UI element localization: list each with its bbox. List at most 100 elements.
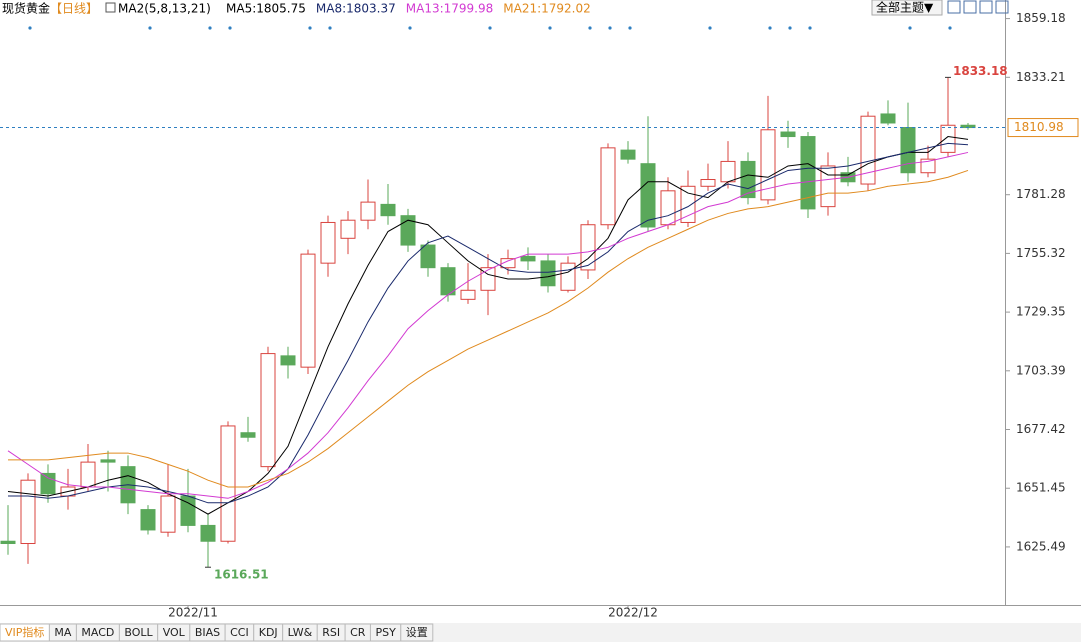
candle-body <box>880 113 896 124</box>
tabs: VIP指标 MA MACD BOLL VOL BIAS CCI KDJ LW& RSI CR PSY 设… <box>0 623 434 642</box>
event-marker <box>208 26 212 30</box>
event-marker <box>908 26 912 30</box>
y-tick-label: 1781.28 <box>1016 187 1066 201</box>
legend-name: MA21: <box>503 2 541 16</box>
legend-value: 1799.98 <box>444 2 494 16</box>
candle-body <box>580 224 596 271</box>
tab-label[interactable]: MA <box>54 626 71 639</box>
current-price-box <box>1007 118 1079 138</box>
candle-body <box>500 258 516 269</box>
event-marker <box>28 26 32 30</box>
indicator-name: MA2(5,8,13,21) <box>118 2 211 16</box>
next-icon[interactable] <box>995 0 1009 14</box>
x-tick-label: 2022/11 <box>168 606 218 620</box>
candle-body <box>480 267 496 291</box>
event-marker <box>548 26 552 30</box>
tab-label[interactable]: BIAS <box>195 626 220 639</box>
event-marker <box>608 26 612 30</box>
candle-body <box>640 163 656 228</box>
tab-label[interactable]: 设置 <box>406 626 428 639</box>
event-marker <box>328 26 332 30</box>
candle-body <box>0 540 16 545</box>
candle-body <box>860 115 876 185</box>
theme-button-label[interactable]: 全部主题▼ <box>876 0 934 15</box>
candle-body <box>420 244 436 269</box>
legend-value: 1792.02 <box>541 2 591 16</box>
candle-body <box>680 185 696 223</box>
current-price-label: 1810.98 <box>1014 120 1064 134</box>
tab-label[interactable]: MACD <box>81 626 114 639</box>
y-tick-label: 1677.42 <box>1016 422 1066 436</box>
event-marker <box>148 26 152 30</box>
candle-body <box>700 179 716 187</box>
candle-body <box>280 355 296 366</box>
legend: MA5: 1805.75 MA8: 1803.37 MA13: 1799.98 MA21: 1… <box>226 2 591 16</box>
candle-body <box>780 131 796 138</box>
candle-body <box>260 353 276 468</box>
low-annotation: 1616.51 <box>214 568 269 582</box>
candle-body <box>380 203 396 217</box>
candle-body <box>200 524 216 542</box>
tab-label[interactable]: CR <box>350 626 366 639</box>
tab-label[interactable]: PSY <box>375 626 396 639</box>
candle-body <box>440 267 456 296</box>
high-annotation: 1833.18 <box>953 64 1008 78</box>
candle-body <box>80 461 96 488</box>
event-marker <box>488 26 492 30</box>
prev-icon[interactable] <box>979 0 993 14</box>
candle-body <box>740 160 756 199</box>
toolbar-icons <box>947 0 1009 14</box>
legend-name: MA5: <box>226 2 256 16</box>
tab-label[interactable]: KDJ <box>259 626 278 639</box>
candle-body <box>920 158 936 174</box>
tab-label[interactable]: BOLL <box>124 626 153 639</box>
ma-line <box>8 142 969 504</box>
y-tick-label: 1625.49 <box>1016 539 1066 553</box>
legend-value: 1805.75 <box>256 2 306 16</box>
theme-button[interactable] <box>871 0 943 16</box>
tab-label[interactable]: CCI <box>230 626 249 639</box>
tab-label[interactable]: RSI <box>322 626 340 639</box>
period: 【日线】 <box>50 2 98 16</box>
y-tick-label: 1859.18 <box>1016 11 1066 25</box>
candle-body <box>760 129 776 201</box>
candle-body <box>220 425 236 542</box>
legend-name: MA8: <box>316 2 346 16</box>
candle-body <box>600 147 616 226</box>
tab-label[interactable]: VOL <box>163 626 186 639</box>
y-tick-label: 1729.35 <box>1016 305 1066 319</box>
indicator-icon <box>105 2 116 13</box>
event-marker <box>948 26 952 30</box>
event-marker <box>788 26 792 30</box>
candle-body <box>300 253 316 368</box>
tab[interactable] <box>400 623 434 642</box>
zoom-in-icon[interactable] <box>947 0 961 14</box>
y-tick-label: 1703.39 <box>1016 363 1066 377</box>
tab-label[interactable]: VIP指标 <box>5 625 44 639</box>
legend-name: MA13: <box>406 2 444 16</box>
zoom-out-icon[interactable] <box>963 0 977 14</box>
plot <box>0 26 1005 568</box>
candle-body <box>800 136 816 210</box>
event-marker <box>228 26 232 30</box>
chart-title: 现货黄金 <box>2 1 50 16</box>
candle-body <box>20 479 36 545</box>
ma-line <box>8 169 969 488</box>
candle-body <box>160 495 176 533</box>
event-marker <box>408 26 412 30</box>
event-marker <box>308 26 312 30</box>
candle-body <box>560 262 576 291</box>
event-marker <box>588 26 592 30</box>
candle-body <box>100 459 116 463</box>
candle-body <box>720 160 736 183</box>
candle-body <box>40 472 56 495</box>
event-marker <box>708 26 712 30</box>
ma-line <box>7 151 969 499</box>
y-tick-label: 1833.21 <box>1016 70 1066 84</box>
candle-body <box>540 260 556 287</box>
tab-label[interactable]: LW& <box>288 626 313 639</box>
event-marker <box>628 26 632 30</box>
x-tick-label: 2022/12 <box>608 606 658 620</box>
